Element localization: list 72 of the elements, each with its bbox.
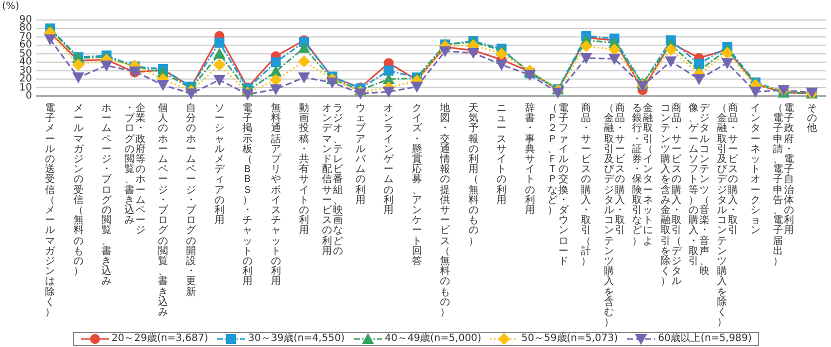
category-label: 商品・サービスの購入・取引（デジタルコンテンツ購入を含み金融取引を除く） <box>660 103 682 288</box>
category-label: 地図・交通情報の提供サービス（無料のもの） <box>440 103 450 318</box>
category-label: 電子メールの送受信（メールマガジンは除く） <box>45 103 56 318</box>
point <box>721 58 734 70</box>
point <box>298 42 310 53</box>
point <box>214 38 224 48</box>
point <box>608 54 620 65</box>
category-label: 企業・政府等のホームページ・ブログの閲覧、書き込み <box>124 103 146 236</box>
category-label: 辞書・事典サイトの利用 <box>524 103 535 216</box>
category-label: 電子政府・電子自治体の利用（電子申請、電子申告、電子届出） <box>773 103 794 268</box>
point <box>410 82 423 93</box>
point <box>384 66 394 76</box>
legend-label: 30～39歳(n=4,550) <box>248 333 345 345</box>
legend-label: 40～49歳(n=5,000) <box>384 333 482 345</box>
legend-label: 50～59歳(n=5,073) <box>521 333 618 345</box>
category-label: オンラインゲームの利用 <box>384 103 394 216</box>
category-label: ホームページ・ブログの閲覧、書き込み <box>102 103 112 288</box>
point <box>580 40 592 52</box>
category-label: デジタルコンテンツ（音楽・音声、映像、ゲームソフト等）の購入・取引 <box>688 103 710 278</box>
category-label: クイズ・懸賞応募、アンケート回答 <box>412 103 422 268</box>
point <box>664 56 677 68</box>
x-tick-label: その他 <box>806 103 817 135</box>
category-label: メールマガジンの受信（無料のもの） <box>73 103 84 278</box>
point <box>664 44 677 56</box>
point <box>213 58 226 71</box>
point <box>72 58 84 71</box>
y-axis-title: (%) <box>2 1 20 12</box>
category-label: 動画投稿・共有サイトの利用 <box>299 103 310 236</box>
point <box>100 60 113 72</box>
legend-label: 20～29歳(n=3,687) <box>112 333 208 345</box>
category-label: ラジオ、テレビ番組、映画などのオンデマンド配信サービスの利用 <box>322 103 343 257</box>
point <box>580 53 592 64</box>
point <box>270 84 282 96</box>
point <box>298 72 310 84</box>
point <box>213 74 226 86</box>
point <box>721 46 734 59</box>
point <box>242 89 254 100</box>
point <box>467 48 480 59</box>
point <box>185 88 198 100</box>
point <box>213 48 226 59</box>
category-label: 個人のホームページ・ブログの閲覧、書き込み <box>158 103 168 318</box>
legend-label: 60歳以上(n=5,989) <box>658 333 752 345</box>
point <box>749 86 762 98</box>
category-label: 電子掲示板（ＢＢＳ）・チャットの利用 <box>242 103 253 288</box>
point <box>354 88 366 100</box>
point <box>270 74 282 86</box>
point <box>496 60 508 71</box>
category-label: 商品・サービスの購入・取引（計） <box>581 103 592 268</box>
category-label: 自分のホームページ・ブログの開設・更新 <box>186 103 196 298</box>
point <box>439 46 452 58</box>
point <box>72 72 84 84</box>
point <box>496 48 508 60</box>
category-label: 商品・サービスの購入・取引（金融取引及びデジタルコンテンツ購入を除く） <box>716 103 738 328</box>
point <box>298 55 310 68</box>
category-label: 電子ファイルの交換・ダウンロード（Ｐ２Ｐ、ＦＴＰなど） <box>547 103 568 268</box>
point <box>524 70 536 81</box>
point <box>156 80 169 92</box>
category-label: 天気予報の利用（無料のもの） <box>468 103 478 247</box>
point <box>693 74 706 86</box>
point <box>44 34 56 46</box>
point <box>552 88 564 99</box>
category-label: インターネットオークション <box>750 103 760 236</box>
point <box>270 57 281 68</box>
point <box>382 86 395 98</box>
category-label: 金融取引（インターネットによる銀行・証券・保険取引など） <box>632 103 654 247</box>
y-tick-label: 0 <box>26 90 32 102</box>
category-label: ソーシャルメディアの利用 <box>214 103 224 226</box>
category-label: 商品・サービスの購入・取引（金融取引及びデジタルコンテンツ購入を含む） <box>604 103 625 328</box>
category-label: ウェブアルバムの利用 <box>355 103 366 206</box>
point <box>326 77 338 88</box>
category-label: 無料通話アプリやボイスチャットの利用 <box>270 103 281 288</box>
category-label: ニュースサイトの利用 <box>496 103 507 206</box>
